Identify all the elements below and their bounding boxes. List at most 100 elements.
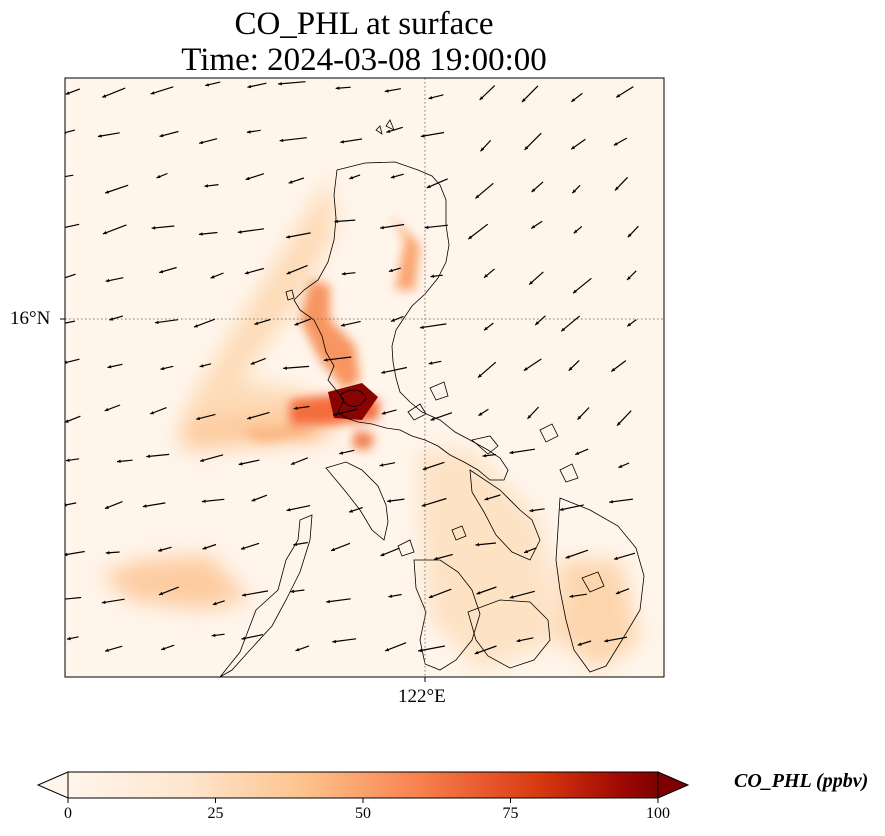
wind-arrow-head bbox=[604, 639, 609, 643]
wind-arrow bbox=[285, 232, 311, 239]
wind-arrow-head bbox=[627, 233, 632, 238]
wind-arrow-head bbox=[380, 552, 385, 557]
wind-arrow bbox=[332, 408, 358, 416]
wind-arrow-head bbox=[379, 463, 384, 467]
wind-arrow-head bbox=[509, 595, 514, 599]
wind-arrow-head bbox=[107, 365, 112, 369]
wind-arrow bbox=[419, 323, 447, 329]
colorbar-extend-high bbox=[657, 771, 690, 799]
wind-arrow-head bbox=[58, 598, 62, 602]
wind-arrow bbox=[424, 224, 449, 229]
wind-arrow-head bbox=[109, 317, 114, 321]
wind-arrow-head bbox=[422, 466, 427, 470]
wind-arrow-head bbox=[380, 225, 384, 230]
wind-arrow bbox=[193, 318, 216, 328]
wind-arrow-head bbox=[484, 274, 488, 278]
wind-arrow-head bbox=[150, 411, 155, 415]
wind-arrow-head bbox=[294, 322, 299, 326]
wind-arrow-head bbox=[278, 82, 282, 86]
wind-arrow-head bbox=[577, 415, 582, 420]
wind-arrow-head bbox=[246, 130, 251, 134]
wind-arrow-head bbox=[66, 636, 71, 641]
wind-arrow-head bbox=[161, 646, 166, 651]
wind-arrow-head bbox=[65, 458, 70, 462]
wind-arrow-head bbox=[524, 549, 529, 553]
wind-arrow-head bbox=[238, 462, 243, 466]
wind-arrow-head bbox=[150, 91, 155, 95]
wind-arrow-head bbox=[105, 648, 109, 652]
wind-arrow-head bbox=[335, 86, 340, 90]
wind-arrow-head bbox=[475, 194, 480, 199]
wind-arrow-head bbox=[51, 177, 55, 180]
map-title-line2: Time: 2024-03-08 19:00:00 bbox=[181, 42, 547, 78]
wind-arrow bbox=[332, 638, 357, 643]
wind-arrow bbox=[279, 137, 307, 142]
wind-vectors bbox=[51, 81, 639, 655]
wind-arrow-head bbox=[333, 412, 337, 416]
wind-arrow-head bbox=[568, 366, 573, 371]
wind-arrow-head bbox=[569, 594, 574, 598]
wind-arrow-head bbox=[387, 499, 391, 503]
wind-arrow bbox=[154, 319, 178, 324]
wind-arrow bbox=[565, 549, 589, 559]
wind-arrow-head bbox=[202, 546, 207, 550]
wind-arrow bbox=[237, 228, 265, 233]
wind-arrow-head bbox=[97, 134, 102, 138]
wind-arrow-head bbox=[102, 94, 107, 98]
wind-arrow-head bbox=[283, 366, 287, 370]
wind-arrow bbox=[381, 366, 408, 374]
wind-arrow-head bbox=[65, 360, 68, 364]
wind-arrow-head bbox=[201, 499, 206, 503]
wind-arrow bbox=[609, 498, 633, 503]
wind-arrow-head bbox=[478, 412, 483, 416]
wind-arrow-head bbox=[577, 642, 582, 646]
wind-arrow bbox=[278, 81, 306, 85]
wind-arrow-head bbox=[476, 591, 481, 595]
wind-arrow bbox=[475, 182, 494, 199]
wind-arrow-head bbox=[420, 134, 425, 138]
wind-arrow bbox=[283, 365, 310, 369]
wind-arrow-head bbox=[241, 636, 246, 640]
wind-arrow-head bbox=[428, 96, 433, 100]
wind-arrow bbox=[65, 320, 76, 324]
wind-arrow-head bbox=[286, 235, 290, 239]
wind-arrow-head bbox=[158, 548, 162, 552]
wind-arrow-head bbox=[616, 94, 621, 98]
wind-arrow-head bbox=[573, 289, 577, 294]
wind-arrow bbox=[560, 315, 581, 332]
colorbar-extend-low bbox=[36, 771, 69, 799]
wind-arrow-head bbox=[205, 83, 210, 87]
wind-arrow bbox=[65, 502, 77, 506]
wind-arrow-head bbox=[340, 140, 344, 144]
wind-arrow bbox=[101, 87, 126, 98]
wind-arrow-head bbox=[575, 451, 580, 455]
wind-arrow-head bbox=[523, 367, 528, 371]
wind-arrow-head bbox=[627, 322, 632, 327]
wind-arrow-head bbox=[245, 176, 250, 181]
wind-arrow bbox=[286, 264, 308, 275]
coastline bbox=[219, 119, 645, 677]
wind-arrow bbox=[146, 453, 170, 458]
wind-arrow-head bbox=[288, 180, 293, 184]
wind-arrow-head bbox=[65, 91, 70, 95]
wind-arrow bbox=[428, 588, 452, 599]
wind-arrow-head bbox=[323, 358, 328, 362]
wind-arrow-head bbox=[244, 271, 249, 275]
wind-arrow bbox=[509, 590, 535, 599]
wind-arrow bbox=[509, 448, 535, 454]
wind-arrow bbox=[65, 596, 82, 600]
wind-arrow-head bbox=[254, 321, 259, 325]
wind-arrow-head bbox=[531, 225, 536, 229]
wind-arrow-head bbox=[430, 417, 435, 421]
wind-arrow-head bbox=[420, 325, 424, 329]
wind-arrow-head bbox=[339, 451, 344, 455]
wind-arrow bbox=[340, 138, 363, 143]
wind-arrow-head bbox=[426, 184, 431, 188]
wind-arrow bbox=[572, 277, 592, 294]
wind-arrow-head bbox=[65, 552, 68, 557]
wind-arrow-head bbox=[286, 271, 291, 275]
wind-arrow-head bbox=[199, 364, 204, 368]
wind-arrow-head bbox=[204, 184, 209, 188]
wind-arrow-head bbox=[154, 320, 159, 324]
